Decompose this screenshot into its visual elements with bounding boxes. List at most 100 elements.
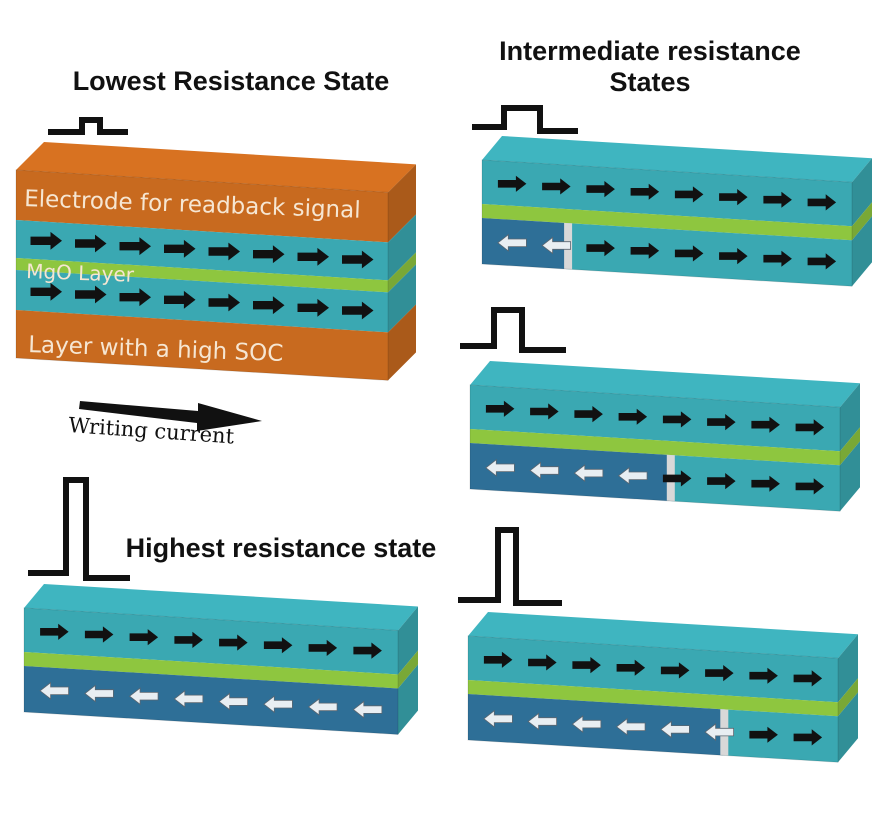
moment-arrow-left bbox=[485, 458, 515, 477]
mgo-layer-side bbox=[398, 650, 418, 689]
moment-arrow-right bbox=[253, 245, 285, 264]
moment-arrow-left bbox=[497, 233, 527, 252]
moment-arrow-right bbox=[528, 654, 557, 671]
moment-arrow-left bbox=[218, 692, 249, 711]
moment-arrow-right bbox=[253, 296, 285, 315]
moment-arrow-right bbox=[119, 288, 151, 307]
mgo-layer bbox=[468, 680, 838, 717]
moment-arrow-left bbox=[527, 712, 557, 731]
moment-arrow-right bbox=[793, 729, 823, 746]
pulse-medium-2 bbox=[460, 307, 566, 353]
moment-arrow-right bbox=[674, 245, 704, 262]
moment-arrow-right bbox=[119, 237, 151, 256]
free-layer-side bbox=[398, 664, 418, 735]
moment-arrow-right bbox=[616, 659, 646, 676]
front-outline bbox=[467, 635, 839, 763]
pulse-small bbox=[48, 117, 128, 135]
moment-arrow-right bbox=[342, 301, 374, 320]
moment-arrow-right bbox=[353, 642, 382, 659]
free-layer bbox=[567, 223, 852, 287]
moment-arrow-right bbox=[574, 406, 603, 423]
moment-arrow-left bbox=[483, 709, 513, 728]
device-highest-resistance bbox=[23, 584, 418, 735]
moment-arrow-right bbox=[542, 178, 571, 195]
moment-arrow-left bbox=[307, 698, 338, 716]
device-intermediate-3 bbox=[467, 612, 858, 763]
writing-current-arrow bbox=[79, 401, 262, 431]
label-mgo: MgO Layer bbox=[26, 259, 135, 287]
moment-arrow-left bbox=[617, 466, 648, 485]
pinned-layer-side bbox=[852, 158, 872, 227]
pinned-layer bbox=[24, 608, 398, 675]
moment-arrow-right bbox=[586, 181, 615, 198]
free-layer-side bbox=[838, 692, 858, 763]
moment-arrow-right bbox=[208, 293, 240, 312]
moment-arrow-right bbox=[674, 186, 704, 203]
moment-arrow-right bbox=[719, 189, 748, 206]
mgo-layer-side bbox=[852, 202, 872, 241]
top-face bbox=[482, 136, 872, 183]
mgo-layer-side bbox=[840, 427, 860, 466]
moment-arrow-left bbox=[352, 700, 383, 719]
moment-arrow-right bbox=[297, 298, 329, 317]
title-intermediate-line2: States bbox=[609, 67, 691, 97]
moment-arrow-right bbox=[807, 253, 837, 270]
device-lowest-resistance bbox=[15, 142, 416, 381]
moment-arrow-right bbox=[795, 478, 825, 495]
title-lowest-resistance: Lowest Resistance State bbox=[72, 66, 390, 96]
pinned-layer bbox=[482, 160, 852, 227]
moment-arrow-right bbox=[308, 639, 338, 656]
moment-arrow-right bbox=[129, 629, 159, 646]
moment-arrow-right bbox=[263, 637, 293, 654]
moment-arrow-right bbox=[662, 411, 692, 428]
top-face bbox=[16, 142, 416, 193]
mgo-layer-side bbox=[388, 252, 416, 293]
pinned-layer-side bbox=[838, 634, 858, 703]
moment-arrow-right bbox=[297, 247, 329, 266]
moment-arrow-right bbox=[707, 414, 736, 431]
mgo-layer bbox=[482, 204, 852, 241]
moment-arrow-right bbox=[660, 662, 690, 679]
pulse-medium-1 bbox=[472, 105, 578, 134]
mgo-layer bbox=[24, 652, 398, 689]
moment-arrow-left bbox=[529, 461, 559, 480]
moment-arrow-right bbox=[219, 634, 248, 651]
moment-arrow-right bbox=[40, 623, 69, 640]
moment-arrow-right bbox=[497, 175, 527, 192]
moment-arrow-right bbox=[751, 416, 780, 433]
moment-arrow-left bbox=[263, 695, 293, 714]
free-layer-side bbox=[852, 216, 872, 287]
free-layer-side bbox=[388, 264, 416, 333]
current-pulses bbox=[28, 105, 578, 606]
moment-arrow-left bbox=[541, 236, 571, 255]
free-layer-side bbox=[840, 441, 860, 512]
soc-layer bbox=[16, 310, 388, 381]
moment-arrow-right bbox=[164, 290, 196, 309]
moment-arrow-left bbox=[128, 687, 159, 706]
moment-arrow-right bbox=[342, 250, 374, 269]
soc-layer-side bbox=[388, 304, 416, 381]
front-outline bbox=[481, 159, 853, 287]
pinned-layer-side bbox=[388, 214, 416, 281]
pinned-layer bbox=[468, 636, 838, 703]
moment-arrow-left bbox=[615, 717, 646, 736]
moment-arrow-right bbox=[208, 242, 240, 261]
moment-arrow-left bbox=[660, 720, 690, 739]
pinned-layer-side bbox=[840, 383, 860, 452]
moment-arrow-left bbox=[173, 689, 204, 708]
pinned-layer bbox=[470, 385, 840, 452]
reversed-domain bbox=[24, 666, 398, 735]
moment-arrow-right bbox=[485, 400, 515, 417]
moment-arrow-right bbox=[572, 657, 601, 674]
moment-arrow-right bbox=[662, 470, 692, 487]
moment-arrow-right bbox=[763, 191, 792, 208]
title-intermediate-resistance: Intermediate resistance States bbox=[460, 36, 840, 98]
pulse-large-1 bbox=[28, 477, 130, 581]
moment-arrow-right bbox=[795, 419, 825, 436]
pinned-layer-side bbox=[398, 606, 418, 675]
moment-arrow-left bbox=[84, 684, 114, 703]
moment-arrow-right bbox=[586, 240, 615, 257]
moment-arrow-right bbox=[751, 475, 780, 492]
moment-arrow-left bbox=[704, 723, 734, 742]
